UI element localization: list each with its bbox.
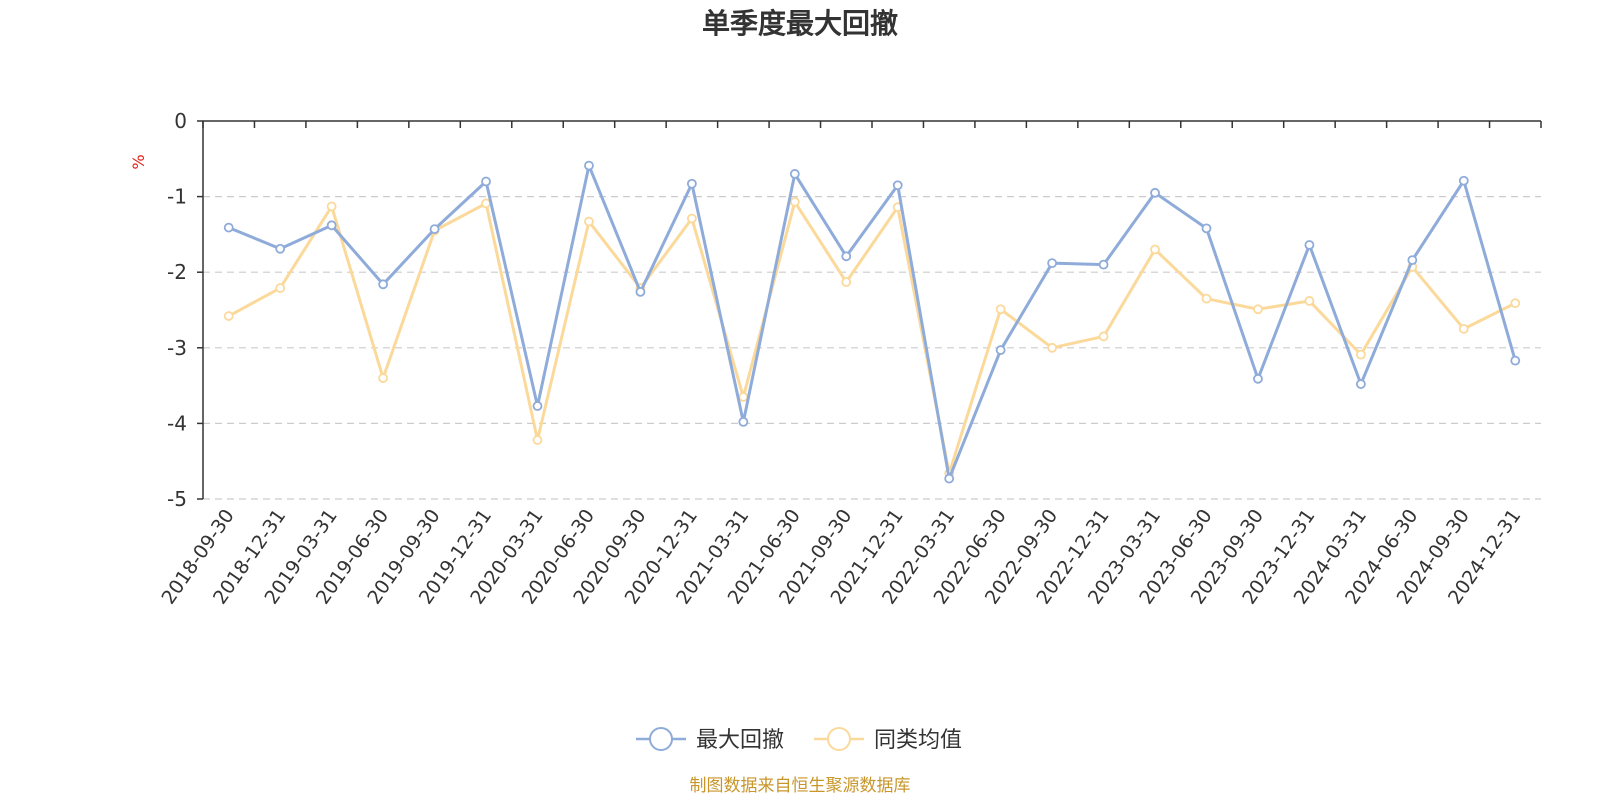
data-point xyxy=(1355,379,1366,389)
data-point xyxy=(1458,175,1469,186)
legend-label: 同类均值 xyxy=(874,728,962,753)
data-point xyxy=(1098,259,1109,270)
data-point xyxy=(1047,258,1058,269)
data-point xyxy=(584,160,594,171)
legend-marker xyxy=(827,727,851,751)
legend-label: 最大回撤 xyxy=(696,728,784,753)
data-point xyxy=(223,222,234,233)
series-line xyxy=(228,164,1517,481)
data-point xyxy=(789,196,800,207)
data-point xyxy=(532,435,543,445)
series xyxy=(223,160,1521,484)
source-note: 制图数据来自恒生聚源数据库 xyxy=(690,776,911,796)
y-tick-label: -1 xyxy=(167,185,187,209)
x-tick-labels: 2018-09-302018-12-312019-03-312019-06-30… xyxy=(157,505,1525,608)
data-point xyxy=(841,277,852,287)
data-point xyxy=(1047,342,1058,353)
y-tick-label: -4 xyxy=(167,411,187,435)
data-point xyxy=(1201,223,1212,234)
data-point xyxy=(995,345,1006,355)
series-line xyxy=(228,200,1516,475)
data-point xyxy=(429,224,440,235)
data-point xyxy=(1098,331,1109,342)
data-point xyxy=(944,473,955,484)
data-point xyxy=(686,213,697,224)
data-point xyxy=(378,279,389,290)
axes xyxy=(197,120,1542,500)
data-point xyxy=(326,201,337,212)
data-point xyxy=(892,180,903,191)
data-point xyxy=(378,373,389,383)
legend[interactable]: 最大回撤 同类均值 xyxy=(636,727,962,753)
data-point xyxy=(995,304,1006,315)
data-point xyxy=(1510,355,1521,366)
legend-item[interactable]: 最大回撤 xyxy=(636,727,784,753)
legend-item[interactable]: 同类均值 xyxy=(814,727,962,753)
data-point xyxy=(686,178,697,189)
grid-lines xyxy=(203,196,1541,500)
data-point xyxy=(1201,293,1212,304)
y-axis-unit: % xyxy=(129,154,148,169)
y-tick-label: 0 xyxy=(174,109,187,133)
data-point xyxy=(1355,349,1366,360)
data-point xyxy=(275,283,286,293)
y-tick-labels: 0 -1 -2 -3 -4 -5 xyxy=(167,109,187,511)
y-tick-label: -2 xyxy=(167,260,187,284)
data-point xyxy=(1407,255,1418,266)
y-tick-label: -3 xyxy=(167,336,187,360)
data-point xyxy=(841,251,852,262)
legend-marker xyxy=(649,727,673,751)
data-point xyxy=(635,286,646,297)
data-point xyxy=(789,169,800,179)
chart-title: 单季度最大回撤 xyxy=(702,7,898,40)
data-point xyxy=(223,311,234,321)
data-point xyxy=(275,243,286,254)
data-point xyxy=(1253,373,1263,384)
data-point xyxy=(1150,187,1160,198)
y-tick-label: -5 xyxy=(167,487,187,511)
data-point xyxy=(532,401,543,411)
data-point xyxy=(738,392,749,402)
data-point xyxy=(481,176,491,187)
data-point xyxy=(1458,323,1469,334)
data-point xyxy=(1510,298,1521,309)
data-point xyxy=(326,220,337,231)
data-point xyxy=(738,416,749,427)
data-point xyxy=(1150,244,1160,255)
data-point xyxy=(481,198,491,209)
data-point xyxy=(1304,240,1315,250)
data-point xyxy=(584,216,594,227)
data-point xyxy=(1253,304,1263,315)
data-point xyxy=(1304,296,1315,306)
